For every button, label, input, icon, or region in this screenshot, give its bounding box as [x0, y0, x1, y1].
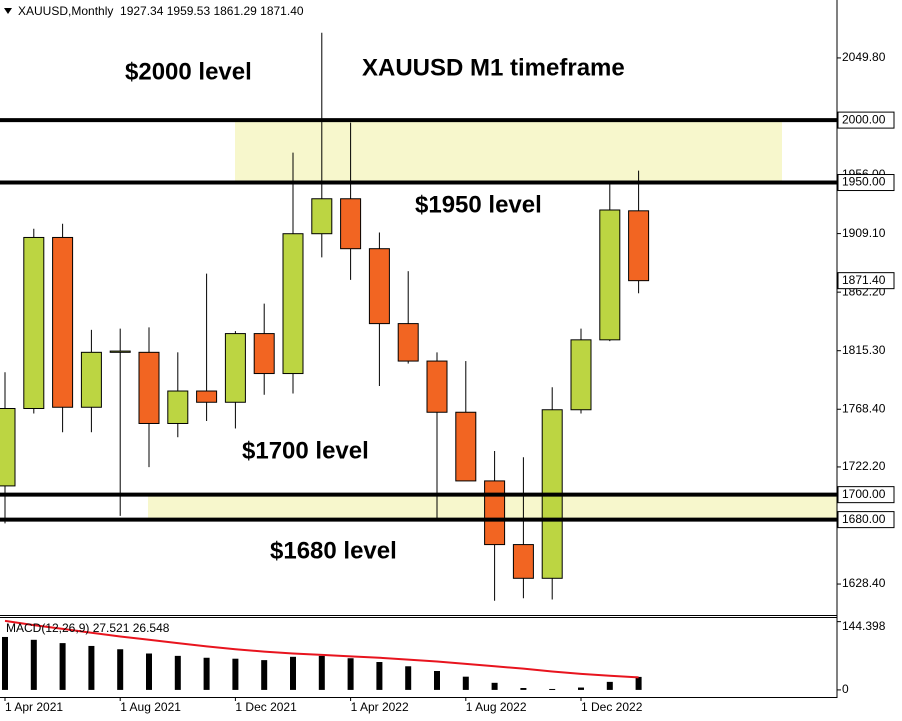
- macd-panel: [2, 619, 642, 690]
- candle-body: [80, 351, 102, 408]
- annotation: XAUUSD M1 timeframe: [362, 54, 625, 81]
- macd-y-tick-label: 144.398: [842, 619, 886, 633]
- last-price-box: [837, 272, 895, 290]
- y-tick-label: 1768.40: [842, 401, 886, 415]
- x-tick-label: 1 Dec 2022: [581, 700, 643, 714]
- macd-bar: [203, 657, 210, 690]
- macd-bar: [635, 676, 642, 690]
- x-tick-label: 1 Apr 2021: [5, 700, 63, 714]
- level-label-box: [837, 174, 895, 192]
- candle-body: [599, 209, 621, 341]
- x-tick-label: 1 Apr 2022: [351, 700, 409, 714]
- candle-body: [340, 198, 362, 250]
- level-label: 1680.00: [842, 512, 886, 526]
- macd-bar: [520, 688, 527, 690]
- candle-body: [196, 390, 218, 403]
- candle-body: [570, 339, 592, 411]
- macd-bar: [376, 662, 383, 690]
- price-panel: [0, 32, 837, 601]
- macd-bar: [174, 655, 181, 690]
- macd-bar: [146, 653, 152, 690]
- x-tick-label: 1 Dec 2021: [235, 700, 297, 714]
- macd-label: MACD(12,26,9) 27.521 26.548: [6, 621, 170, 635]
- macd-bar: [578, 687, 584, 690]
- candle-body: [282, 233, 304, 375]
- menu-icon[interactable]: [4, 8, 12, 14]
- candle-body: [512, 544, 534, 579]
- level-label: 2000.00: [842, 112, 886, 126]
- candle-body: [109, 350, 131, 353]
- macd-bar: [59, 643, 66, 690]
- macd-bar: [347, 658, 354, 690]
- candle-body: [0, 408, 16, 487]
- candle-body: [253, 333, 275, 375]
- macd-bar: [2, 636, 8, 690]
- level-label: 1700.00: [842, 487, 886, 501]
- y-tick-label: 2049.80: [842, 50, 886, 64]
- macd-bar: [434, 671, 440, 690]
- macd-bar: [261, 660, 268, 690]
- macd-bar: [232, 658, 239, 690]
- y-tick-label: 1628.40: [842, 576, 886, 590]
- level-label-box: [837, 486, 895, 504]
- macd-y-tick-label: 0: [842, 682, 849, 696]
- candle-body: [628, 210, 650, 282]
- y-tick-label: 1722.20: [842, 459, 886, 473]
- overlay: 2049.801956.001909.101862.201815.301768.…: [4, 50, 895, 714]
- macd-bar: [462, 676, 469, 690]
- macd-bar: [117, 649, 124, 690]
- candle-body: [484, 480, 506, 546]
- candle-body: [52, 236, 74, 408]
- macd-bar: [88, 645, 95, 690]
- macd-bar: [30, 639, 37, 690]
- candle-body: [368, 248, 390, 325]
- macd-bar: [491, 682, 498, 690]
- x-tick-label: 1 Aug 2021: [120, 700, 181, 714]
- level-label: 1950.00: [842, 175, 886, 189]
- last-price-label: 1871.40: [842, 273, 886, 287]
- x-tick-label: 1 Aug 2022: [466, 700, 527, 714]
- y-tick-label: 1815.30: [842, 343, 886, 357]
- annotation: $2000 level: [125, 58, 252, 85]
- candle-body: [224, 333, 246, 403]
- candle-body: [167, 390, 189, 424]
- level-label-box: [837, 111, 895, 129]
- annotation: $1700 level: [242, 437, 369, 464]
- macd-signal: [4, 619, 639, 679]
- y-tick-label: 1909.10: [842, 226, 886, 240]
- annotation: $1950 level: [415, 191, 542, 218]
- candle-body: [138, 351, 160, 424]
- macd-bar: [606, 681, 613, 690]
- candle-body: [397, 323, 419, 362]
- header: XAUUSD,Monthly 1927.34 1959.53 1861.29 1…: [18, 4, 304, 18]
- candle-body: [426, 360, 448, 413]
- candle-body: [311, 198, 333, 235]
- candle-body: [455, 411, 477, 482]
- macd-bar: [405, 666, 412, 690]
- macd-bar: [318, 655, 325, 690]
- level-label-box: [837, 511, 895, 529]
- annotation: $1680 level: [270, 537, 397, 564]
- macd-bar: [290, 656, 296, 690]
- zone: [235, 120, 782, 183]
- candle-body: [23, 236, 45, 410]
- macd-bar: [549, 688, 556, 690]
